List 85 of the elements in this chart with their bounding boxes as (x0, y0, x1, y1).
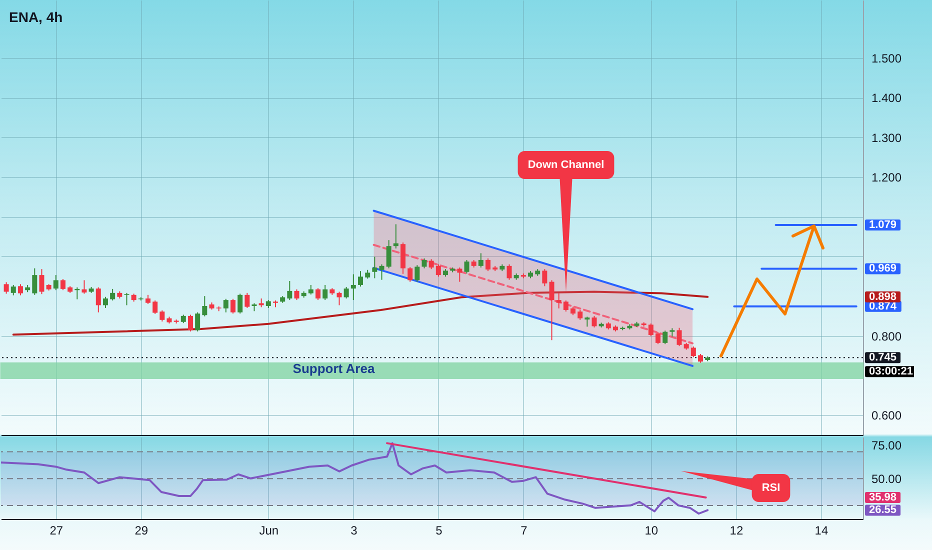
x-tick-label: 29 (134, 524, 148, 538)
candlestick (287, 280, 292, 301)
candlestick (648, 322, 654, 337)
candlestick (336, 291, 342, 306)
text: 03:00:21 (869, 366, 914, 378)
candlestick (102, 296, 108, 308)
x-tick-label: Jun (259, 524, 279, 538)
candlestick (549, 280, 554, 341)
candlestick (584, 316, 590, 328)
annotation: 26.55 (869, 504, 897, 516)
x-tick-label: 12 (730, 524, 744, 538)
candlestick (556, 292, 562, 309)
annotation: 35.98 (869, 492, 897, 504)
candlestick (414, 264, 420, 282)
candlestick (656, 332, 661, 345)
candlestick (145, 294, 150, 305)
candlestick (690, 346, 696, 358)
y-tick-label: 1.500 (872, 51, 902, 66)
annotation: 0.898 (869, 290, 897, 303)
candlestick (486, 258, 491, 272)
candlestick (578, 309, 583, 320)
candlestick (506, 264, 512, 280)
candlestick (53, 274, 58, 291)
y-tick-label: 0.600 (872, 408, 902, 423)
annotation: 0.874 (869, 300, 898, 312)
y-tick-label: 50.00 (872, 472, 902, 486)
candlestick (358, 270, 363, 288)
candlestick (82, 280, 87, 294)
candlestick (436, 264, 441, 278)
candlestick (322, 284, 328, 301)
band-label: Support Area (292, 361, 376, 376)
candlestick (372, 256, 378, 279)
candlestick (457, 267, 462, 282)
candlestick (238, 293, 243, 314)
candlestick (662, 330, 668, 345)
candlestick (350, 274, 356, 301)
annotation: Down Channel (528, 159, 604, 171)
annotation: 0.969 (869, 262, 897, 275)
candlestick (344, 286, 349, 299)
x-tick-label: 27 (50, 524, 64, 538)
candlestick (230, 298, 236, 314)
candlestick (124, 292, 130, 306)
candlestick (294, 288, 300, 301)
candlestick (386, 240, 392, 269)
candlestick (110, 288, 116, 301)
candlestick (18, 284, 23, 296)
text: ENA, 4h (9, 9, 63, 25)
candlestick (542, 268, 548, 287)
y-tick-label: 1.300 (872, 130, 902, 145)
candlestick (152, 300, 158, 314)
candlestick (563, 300, 568, 312)
candlestick (160, 310, 165, 322)
x-tick-label: 3 (350, 524, 358, 538)
candlestick (422, 258, 427, 269)
candlestick (244, 292, 250, 308)
candlestick (39, 268, 44, 295)
x-tick-label: 14 (814, 524, 828, 538)
candlestick (464, 259, 470, 274)
y-tick-label: 1.400 (872, 91, 902, 106)
annotation: 1.079 (869, 219, 897, 232)
y-tick-label: 0.800 (872, 329, 902, 344)
candlestick (428, 258, 434, 270)
candlestick (60, 278, 66, 291)
candlestick (592, 315, 597, 328)
candlestick (96, 286, 101, 313)
y-tick-label: 1.200 (872, 170, 902, 185)
x-tick-label: 7 (520, 524, 528, 538)
ref-line-label: 0.745 (869, 352, 897, 364)
y-tick-label: 75.00 (872, 438, 902, 453)
candlestick (315, 288, 320, 301)
x-tick-label: 5 (436, 524, 443, 538)
candlestick (223, 298, 228, 313)
candlestick (32, 268, 38, 296)
candlestick (202, 296, 208, 317)
candlestick (676, 327, 682, 347)
candlestick (188, 314, 193, 332)
candlestick (308, 284, 314, 295)
candlestick (379, 264, 384, 280)
x-tick-label: 10 (644, 524, 658, 538)
candlestick (195, 312, 200, 332)
candlestick (4, 282, 9, 294)
candlestick (478, 252, 484, 268)
annotation: RSI (762, 482, 780, 494)
candlestick (408, 266, 413, 282)
candlestick (10, 284, 16, 296)
